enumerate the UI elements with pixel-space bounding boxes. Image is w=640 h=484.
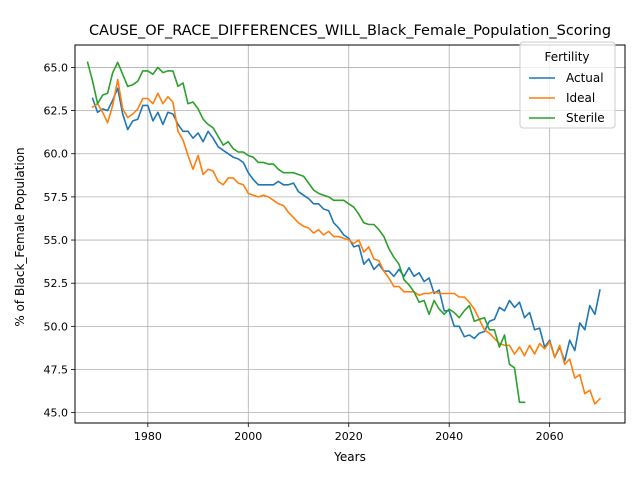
y-tick-label: 57.5 — [44, 191, 69, 204]
x-axis-label: Years — [333, 450, 366, 464]
y-tick-label: 50.0 — [44, 320, 69, 333]
x-tick-label: 2060 — [536, 430, 564, 443]
series-line-ideal — [91, 78, 602, 405]
axes-frame — [74, 44, 626, 424]
series-line-sterile — [86, 61, 526, 404]
legend-label-ideal: Ideal — [566, 91, 595, 105]
legend-box — [519, 41, 616, 129]
x-tick-label: 2020 — [335, 430, 363, 443]
y-tick-label: 62.5 — [44, 105, 69, 118]
y-axis-label: % of Black_Female Population — [13, 147, 27, 326]
y-tick-label: 45.0 — [44, 407, 69, 420]
y-tick-label: 47.5 — [44, 363, 69, 376]
x-tick-label: 1980 — [134, 430, 162, 443]
series-layer — [86, 61, 602, 405]
chart-title: CAUSE_OF_RACE_DIFFERENCES_WILL_Black_Fem… — [89, 23, 611, 39]
x-tick-label: 2040 — [435, 430, 463, 443]
legend: Fertility Actual Ideal Sterile — [519, 41, 616, 129]
y-tick-label: 60.0 — [44, 148, 69, 161]
legend-items: Actual Ideal Sterile — [529, 71, 605, 125]
legend-label-actual: Actual — [566, 71, 604, 85]
ticks: 1980 2000 2020 2040 2060 45.0 47.5 50.0 52.5 55.0… — [44, 61, 564, 443]
y-tick-label: 52.5 — [44, 277, 69, 290]
legend-title: Fertility — [544, 50, 589, 64]
y-tick-label: 55.0 — [44, 234, 69, 247]
x-tick-label: 2000 — [234, 430, 262, 443]
y-tick-label: 65.0 — [44, 61, 69, 74]
legend-label-sterile: Sterile — [566, 111, 605, 125]
